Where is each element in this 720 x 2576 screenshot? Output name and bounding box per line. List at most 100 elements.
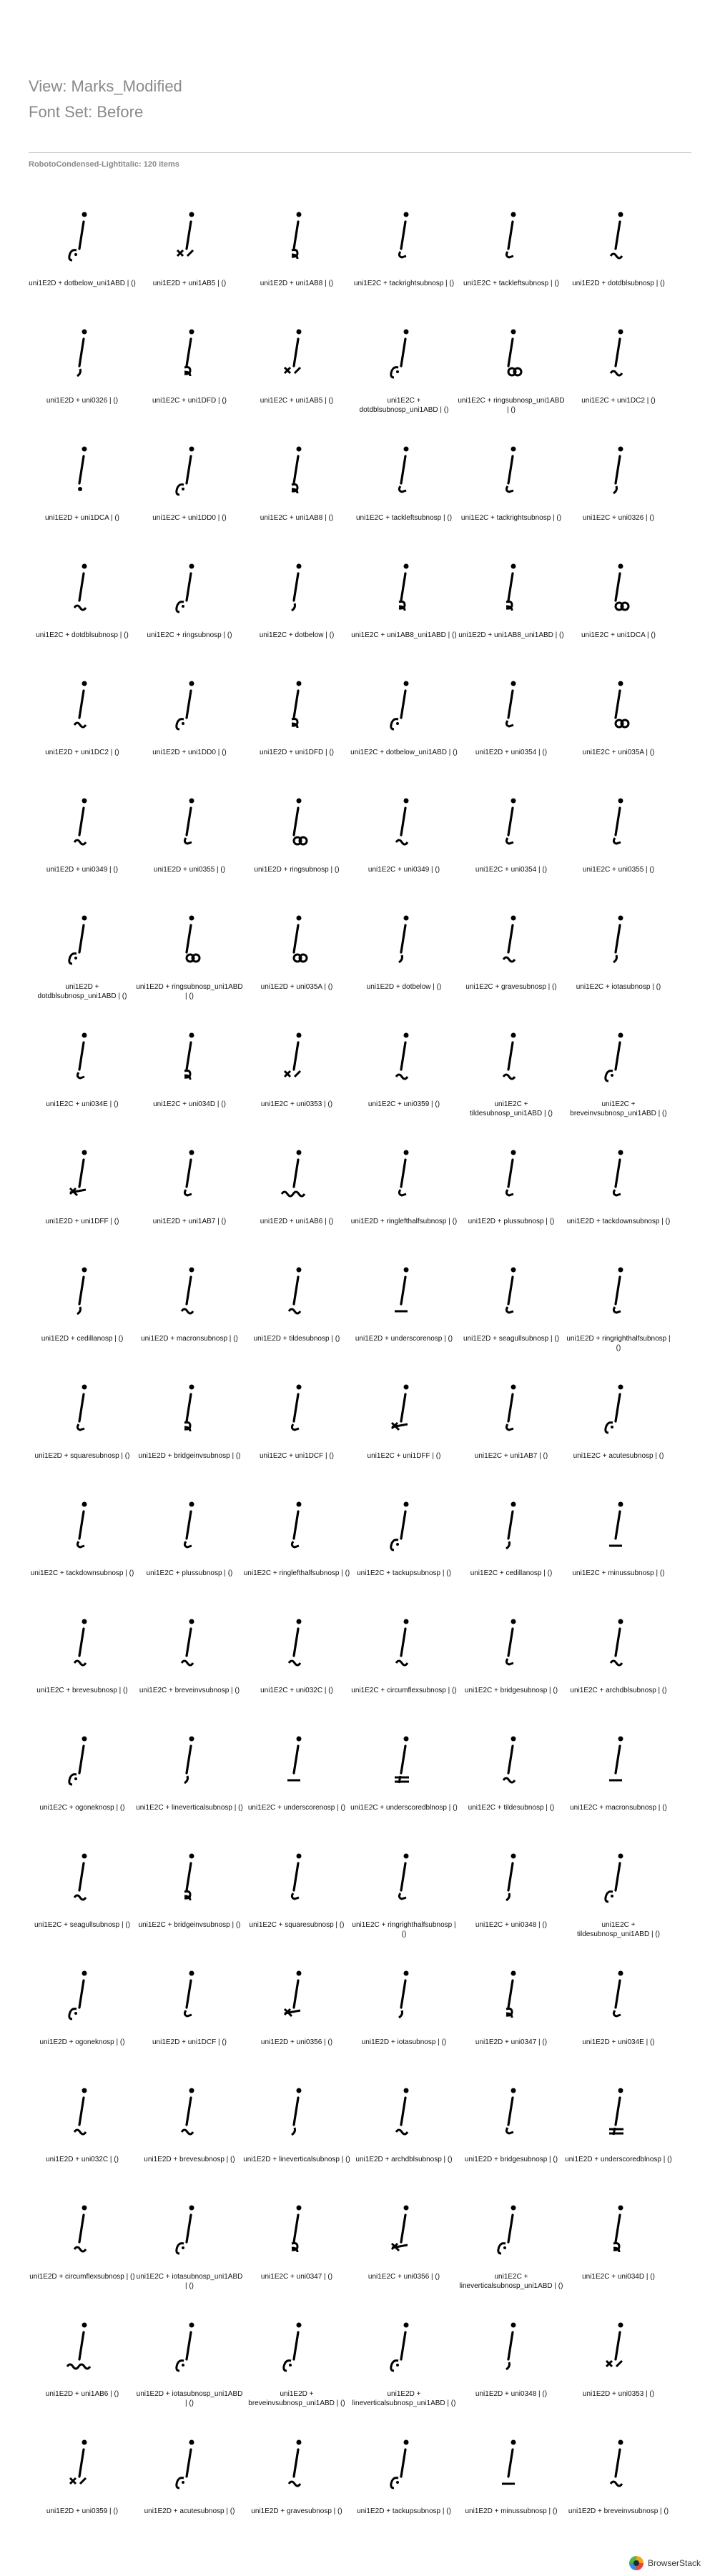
glyph-label: uni1E2D + cedillanosp | () xyxy=(41,1335,124,1343)
glyph-label: uni1E2D + plussubnosp | () xyxy=(468,1218,555,1225)
glyph-label: uni1E2C + dotdblsubnosp | () xyxy=(36,631,129,639)
glyph-image xyxy=(76,1384,87,1431)
glyph-item: uni1E2C + uni0326 | () xyxy=(565,425,672,542)
glyph-image xyxy=(395,798,409,846)
section-title: RobotoCondensed-LightItalic: 120 items xyxy=(29,160,179,169)
glyph-label: uni1E2C + iotasubnosp_uni1ABD | () xyxy=(136,2273,243,2290)
glyph-image xyxy=(502,2439,516,2485)
glyph-label: uni1E2C + uni0326 | () xyxy=(582,514,655,522)
glyph-item: uni1E2D + uni1DCF | () xyxy=(136,1949,243,2066)
glyph-image xyxy=(184,329,194,377)
glyph-item: uni1E2C + squaresubnosp | () xyxy=(243,1832,350,1949)
glyph-image xyxy=(502,1032,516,1080)
glyph-label: uni1E2C + uni1DCF | () xyxy=(259,1452,335,1460)
glyph-image xyxy=(184,1736,194,1785)
glyph-label: uni1E2D + uni0354 | () xyxy=(475,749,548,756)
glyph-item: uni1E2C + iotasubnosp | () xyxy=(565,894,672,1011)
glyph-image xyxy=(614,681,630,729)
glyph-label: uni1E2D + breveinvsubnosp | () xyxy=(568,2507,669,2515)
glyph-item: uni1E2D + breveinvsubnosp | () xyxy=(565,2418,672,2535)
glyph-image xyxy=(291,446,302,494)
glyph-image xyxy=(176,212,194,257)
glyph-label: uni1E2D + iotasubnosp_uni1ABD | () xyxy=(136,2390,243,2407)
glyph-item: uni1E2C + plussubnosp | () xyxy=(136,1480,243,1597)
glyph-item: uni1E2C + uni1DFD | () xyxy=(136,307,243,425)
glyph-label: uni1E2D + bridgeinvsubnosp | () xyxy=(138,1452,241,1460)
glyph-label: uni1E2C + macronsubnosp | () xyxy=(570,1804,667,1812)
glyph-label: uni1E2C + tackrightsubnosp | () xyxy=(460,514,562,522)
glyph-label: uni1E2C + uni1DFF | () xyxy=(367,1452,441,1460)
glyph-image xyxy=(505,1267,516,1314)
glyph-label: uni1E2D + uni1DC2 | () xyxy=(45,749,119,756)
glyph-label: uni1E2C + gravesubnosp | () xyxy=(465,983,557,991)
glyph-label: uni1E2C + breveinvsubnosp | () xyxy=(139,1687,240,1694)
glyph-image xyxy=(73,2088,87,2136)
glyph-image xyxy=(68,212,87,262)
glyph-label: uni1E2C + ringsubnosp | () xyxy=(147,631,232,639)
glyph-item: uni1E2D + iotasubnosp | () xyxy=(350,1949,458,2066)
glyph-item: uni1E2D + uni1AB8_uni1ABD | () xyxy=(458,542,565,659)
glyph-label: uni1E2D + uni1AB8 | () xyxy=(260,280,334,287)
glyph-label: uni1E2C + tackdownsubnosp | () xyxy=(30,1569,134,1577)
glyph-item: uni1E2C + tackleftsubnosp | () xyxy=(350,425,458,542)
glyph-item: uni1E2C + dotbelow | () xyxy=(243,542,350,659)
glyph-label: uni1E2C + cedillanosp | () xyxy=(470,1569,553,1577)
glyph-item: uni1E2D + plussubnosp | () xyxy=(458,1128,565,1245)
glyph-image xyxy=(183,1501,194,1549)
glyph-label: uni1E2D + dotbelow_uni1ABD | () xyxy=(29,280,136,287)
glyph-label: uni1E2D + macronsubnosp | () xyxy=(141,1335,238,1343)
glyph-image xyxy=(175,2439,194,2489)
glyph-image xyxy=(612,1970,623,2018)
glyph-item: uni1E2C + uni1DCF | () xyxy=(243,1363,350,1480)
glyph-image xyxy=(283,329,302,375)
glyph-label: uni1E2D + circumflexsubnosp | () xyxy=(29,2273,135,2281)
glyph-image xyxy=(291,681,302,729)
glyph-image xyxy=(290,1384,302,1431)
glyph-item: uni1E2C + uni0353 | () xyxy=(243,1011,350,1128)
glyph-image xyxy=(390,2322,409,2372)
glyph-item: uni1E2D + ringsubnosp_uni1ABD | () xyxy=(136,894,243,1011)
glyph-image xyxy=(507,329,523,377)
glyph-item: uni1E2C + seagullsubnosp | () xyxy=(29,1832,136,1949)
glyph-image xyxy=(283,1970,302,2018)
glyph-image xyxy=(292,798,308,846)
glyph-item: uni1E2C + uni034E | () xyxy=(29,1011,136,1128)
glyph-image xyxy=(175,2322,194,2372)
glyph-image xyxy=(398,1970,409,2019)
glyph-item: uni1E2C + underscorenosp | () xyxy=(243,1714,350,1832)
glyph-item: uni1E2D + uni1AB5 | () xyxy=(136,190,243,307)
glyph-image xyxy=(290,1501,302,1549)
glyph-image xyxy=(395,1032,409,1080)
glyph-label: uni1E2D + uni034E | () xyxy=(582,2038,655,2046)
glyph-item: uni1E2C + macronsubnosp | () xyxy=(565,1714,672,1832)
glyph-label: uni1E2D + bridgesubnosp | () xyxy=(464,2156,558,2163)
glyph-image xyxy=(291,563,302,612)
glyph-label: uni1E2C + circumflexsubnosp | () xyxy=(351,1687,457,1694)
glyph-label: uni1E2D + tackdownsubnosp | () xyxy=(566,1218,671,1225)
glyph-label: uni1E2C + underscorenosp | () xyxy=(247,1804,346,1812)
glyph-image xyxy=(395,1267,409,1313)
glyph-image xyxy=(505,212,516,259)
glyph-grid: uni1E2D + dotbelow_uni1ABD | () uni1E2D +… xyxy=(29,190,672,2535)
glyph-label: uni1E2C + breveinvsubnosp_uni1ABD | () xyxy=(570,1100,667,1117)
glyph-label: uni1E2D + underscorenosp | () xyxy=(355,1335,453,1343)
glyph-item: uni1E2C + uni1AB5 | () xyxy=(243,307,350,425)
glyph-label: uni1E2D + uni035A | () xyxy=(260,983,333,991)
glyph-image xyxy=(604,1853,623,1903)
glyph-item: uni1E2D + tackdownsubnosp | () xyxy=(565,1128,672,1245)
glyph-item: uni1E2D + uni1DFD | () xyxy=(243,659,350,776)
glyph-item: uni1E2D + uni0326 | () xyxy=(29,307,136,425)
glyph-label: uni1E2C + tackleftsubnosp | () xyxy=(463,280,560,287)
glyph-label: uni1E2D + uni0349 | () xyxy=(46,866,119,874)
glyph-label: uni1E2C + uni0359 | () xyxy=(368,1100,440,1108)
glyph-image xyxy=(613,2205,623,2253)
glyph-image xyxy=(180,2088,194,2136)
glyph-label: uni1E2D + uni0359 | () xyxy=(46,2507,119,2515)
glyph-image xyxy=(287,1619,302,1667)
glyph-image xyxy=(77,329,87,377)
glyph-image xyxy=(506,2322,516,2371)
glyph-label: uni1E2D + squaresubnosp | () xyxy=(34,1452,130,1460)
glyph-image xyxy=(183,1150,194,1197)
glyph-label: uni1E2D + uni1AB6 | () xyxy=(45,2390,119,2398)
glyph-label: uni1E2C + uni035A | () xyxy=(582,749,655,756)
